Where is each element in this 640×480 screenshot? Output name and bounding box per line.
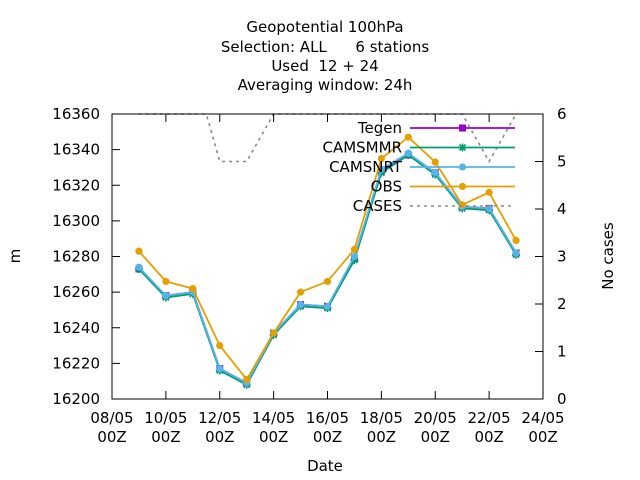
data-point-obs xyxy=(512,236,520,245)
y-tick-label: 16220 xyxy=(52,354,100,372)
y2-tick-label: 1 xyxy=(557,343,567,361)
data-point-camsnrt xyxy=(135,263,143,271)
series-line-obs xyxy=(138,136,517,381)
legend-entry-camsmmr: CAMSMMR xyxy=(322,139,515,157)
x-tick-label-date: 24/05 xyxy=(521,409,564,427)
y2-tick-label: 0 xyxy=(557,390,567,408)
y2-tick-label: 4 xyxy=(557,200,567,218)
series-obs xyxy=(135,133,520,384)
y-tick-label: 16280 xyxy=(52,248,100,266)
data-point-camsnrt xyxy=(350,252,359,261)
x-tick-label-hour: 00Z xyxy=(474,428,503,446)
legend-label: Tegen xyxy=(357,119,402,137)
legend-swatch-marker xyxy=(458,182,467,191)
x-tick-label-date: 16/05 xyxy=(306,409,349,427)
legend-entry-obs: OBS xyxy=(371,178,515,196)
legend-swatch-marker xyxy=(458,143,467,152)
legend-entry-tegen: Tegen xyxy=(357,119,515,137)
legend-entry-camsnrt: CAMSNRT xyxy=(329,158,515,176)
legend-entry-cases: CASES xyxy=(353,197,515,215)
data-point-obs xyxy=(458,201,466,209)
data-point-camsnrt xyxy=(431,169,439,177)
chart-title: Geopotential 100hPa Selection: ALL 6 sta… xyxy=(221,18,429,94)
y-tick-label: 16360 xyxy=(52,105,100,123)
data-point-camsnrt xyxy=(512,249,520,257)
y-tick-label: 16340 xyxy=(52,141,100,159)
data-point-camsnrt xyxy=(216,365,224,373)
x-tick-label-hour: 00Z xyxy=(528,428,557,446)
x-tick-label-hour: 00Z xyxy=(259,428,288,446)
data-point-camsnrt xyxy=(323,302,332,310)
legend-label: OBS xyxy=(371,178,402,196)
y2-tick-label: 2 xyxy=(557,295,567,313)
x-tick-label-date: 20/05 xyxy=(414,409,457,427)
y2-axis-label: No cases xyxy=(599,222,617,290)
plot-frame xyxy=(111,113,544,400)
data-point-obs xyxy=(485,188,493,196)
y-tick-label: 16200 xyxy=(52,390,100,408)
x-tick-label-hour: 00Z xyxy=(97,428,126,446)
data-point-camsnrt xyxy=(404,149,412,157)
x-axis-label: Date xyxy=(307,457,343,475)
x-tick-label-date: 18/05 xyxy=(360,409,403,427)
x-tick-label-date: 22/05 xyxy=(468,409,511,427)
data-point-obs xyxy=(243,375,251,384)
x-tick-label-hour: 00Z xyxy=(313,428,342,446)
data-point-obs xyxy=(296,288,305,296)
data-point-obs xyxy=(189,284,197,293)
y-tick-label: 16320 xyxy=(52,176,100,194)
data-point-obs xyxy=(377,154,385,163)
data-point-camsnrt xyxy=(162,292,170,300)
title-line-3: Used 12 + 24 xyxy=(271,57,378,75)
y2-tick-label: 6 xyxy=(557,105,567,123)
title-line-2: Selection: ALL 6 stations xyxy=(221,38,429,56)
data-point-obs xyxy=(350,245,359,253)
series-line-tegen xyxy=(138,153,517,385)
y2-tick-label: 3 xyxy=(557,248,567,266)
data-point-obs xyxy=(270,329,278,337)
x-tick-label-hour: 00Z xyxy=(367,428,396,446)
x-tick-label-date: 14/05 xyxy=(252,409,295,427)
series-line-camsmmr xyxy=(138,153,517,387)
legend-label: CASES xyxy=(353,197,402,215)
data-point-obs xyxy=(404,133,412,141)
y2-tick-label: 5 xyxy=(557,153,567,171)
data-point-obs xyxy=(431,158,439,166)
title-line-1: Geopotential 100hPa xyxy=(246,18,403,36)
x-tick-label-date: 12/05 xyxy=(198,409,241,427)
y-tick-label: 16260 xyxy=(52,283,100,301)
y-tick-label: 16300 xyxy=(52,212,100,230)
x-tick-label-hour: 00Z xyxy=(421,428,450,446)
legend-swatch-marker xyxy=(459,124,466,132)
data-point-obs xyxy=(135,247,143,255)
data-point-obs xyxy=(162,277,170,286)
data-point-obs xyxy=(323,277,332,286)
y-tick-label: 16240 xyxy=(52,319,100,337)
legend-swatch-marker xyxy=(458,163,467,171)
legend-label: CAMSMMR xyxy=(322,139,402,157)
legend-label: CAMSNRT xyxy=(329,158,403,176)
x-tick-label-date: 08/05 xyxy=(90,409,133,427)
y-axis-label: m xyxy=(6,249,24,264)
title-line-4: Averaging window: 24h xyxy=(238,76,413,94)
data-point-obs xyxy=(216,341,224,350)
x-tick-label-hour: 00Z xyxy=(151,428,180,446)
x-tick-label-date: 10/05 xyxy=(144,409,187,427)
data-point-camsnrt xyxy=(296,300,305,309)
axes: 1620016220162401626016280163001632016340… xyxy=(52,105,566,446)
x-tick-label-hour: 00Z xyxy=(205,428,234,446)
